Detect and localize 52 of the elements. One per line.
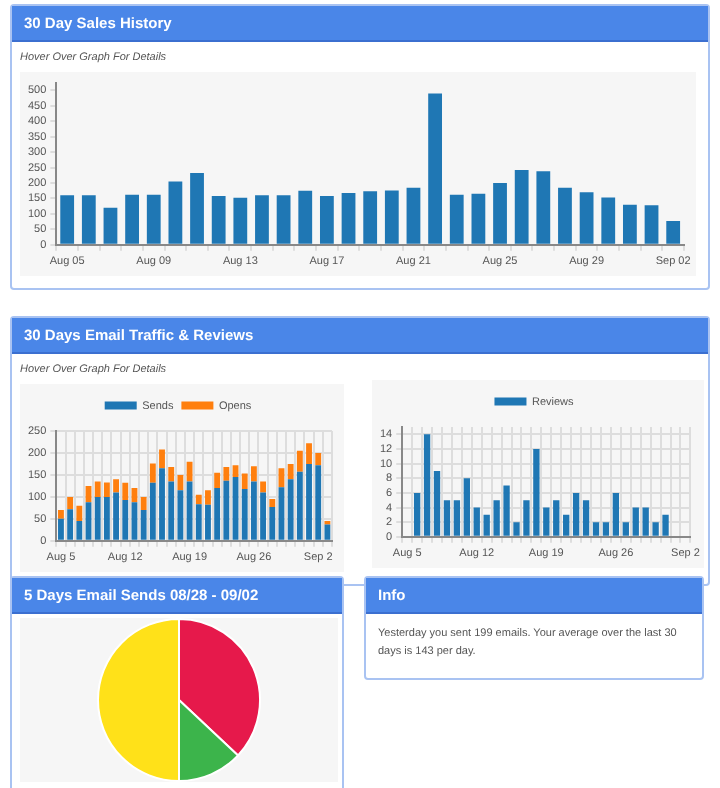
bar xyxy=(536,171,551,244)
bar xyxy=(622,204,637,244)
bar xyxy=(433,470,441,536)
bar xyxy=(443,500,451,536)
bar xyxy=(103,207,118,244)
bar xyxy=(276,195,291,244)
bar xyxy=(168,181,183,244)
bar xyxy=(632,507,639,536)
bar xyxy=(622,522,629,536)
bar xyxy=(423,434,431,536)
bar xyxy=(582,500,590,536)
bar xyxy=(463,478,470,536)
bar xyxy=(319,195,334,244)
bar xyxy=(514,170,529,244)
bar xyxy=(260,481,267,493)
bar xyxy=(140,496,147,511)
bar xyxy=(471,193,486,244)
bar xyxy=(60,195,75,244)
bar xyxy=(363,191,378,244)
bar xyxy=(146,194,161,244)
bar xyxy=(644,205,659,244)
bar xyxy=(211,195,226,244)
bar xyxy=(269,499,276,507)
bar xyxy=(250,466,257,482)
bar xyxy=(428,93,442,244)
bar xyxy=(255,195,269,244)
bar xyxy=(125,194,139,244)
bar xyxy=(298,190,313,244)
bar xyxy=(563,514,570,536)
bar xyxy=(602,522,610,536)
bar xyxy=(601,197,616,244)
bar xyxy=(384,190,399,244)
bar xyxy=(233,197,248,244)
bar xyxy=(572,492,580,536)
bar xyxy=(449,194,464,244)
bar xyxy=(493,183,507,244)
bar xyxy=(579,192,594,244)
bar xyxy=(186,461,193,482)
bar xyxy=(58,510,64,519)
bar xyxy=(473,507,480,536)
bar xyxy=(406,187,421,244)
bar xyxy=(341,192,356,244)
bar xyxy=(666,221,681,244)
bar xyxy=(612,492,620,536)
bar xyxy=(558,187,572,244)
bar xyxy=(592,522,600,536)
bar xyxy=(190,173,204,244)
bar xyxy=(214,472,221,489)
bar xyxy=(453,500,461,536)
bar xyxy=(553,500,560,536)
bar xyxy=(413,492,421,536)
bar xyxy=(81,195,96,244)
